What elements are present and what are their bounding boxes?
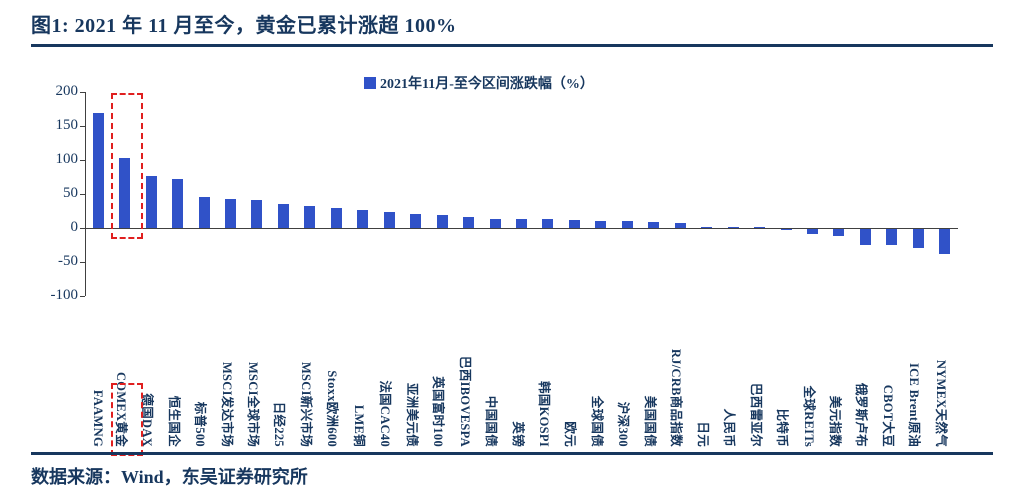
y-tick-mark xyxy=(80,295,85,297)
y-tick-label: -50 xyxy=(58,252,78,269)
y-tick-label: -100 xyxy=(50,286,79,303)
bar xyxy=(912,229,924,248)
x-axis-label-text: 比特币 xyxy=(775,408,790,447)
x-axis-label-text: 全球国债 xyxy=(589,395,604,447)
x-axis-label-text: 美元指数 xyxy=(827,395,842,447)
bar xyxy=(542,219,554,228)
legend-label: 2021年11月-至今区间涨跌幅（%） xyxy=(380,77,594,92)
bar xyxy=(674,223,686,228)
footer-rule xyxy=(31,452,993,455)
x-axis-label-text: 英镑 xyxy=(510,421,525,447)
x-axis-label-text: LME铜 xyxy=(351,404,366,447)
x-axis-label-text: 日元 xyxy=(695,421,710,447)
bar xyxy=(833,229,845,236)
y-tick-label: 100 xyxy=(55,151,79,168)
x-axis-label-text: 欧元 xyxy=(563,421,578,447)
highlight-box-bar xyxy=(110,93,143,239)
x-axis-label-text: CBOT大豆 xyxy=(880,384,895,447)
x-axis-label-text: 日经225 xyxy=(272,401,287,447)
x-axis-label-text: 美国国债 xyxy=(642,395,657,447)
x-axis-label-text: 巴西雷亚尔 xyxy=(748,382,763,447)
bar xyxy=(463,217,475,228)
y-axis-line xyxy=(85,92,86,296)
bar xyxy=(357,209,369,228)
y-tick-mark xyxy=(80,92,85,94)
x-axis-label-text: FAAMNG xyxy=(91,389,106,447)
x-axis-label-text: 沪深300 xyxy=(616,401,631,447)
bar xyxy=(92,112,104,228)
x-axis-label-text: 中国国债 xyxy=(484,395,499,447)
x-axis-label-text: 人民币 xyxy=(722,408,737,447)
y-tick-label: 150 xyxy=(55,117,79,134)
x-axis-label-text: Stoxx欧洲600 xyxy=(325,370,340,447)
x-axis-label-text: 英国富时100 xyxy=(431,376,446,447)
bar xyxy=(727,227,739,228)
bar xyxy=(383,211,395,228)
x-axis-label-text: MSCI全球市场 xyxy=(245,361,260,447)
bar xyxy=(225,198,236,228)
source-note: 数据来源：Wind，东吴证券研究所 xyxy=(31,467,308,487)
bar xyxy=(886,229,898,245)
bar xyxy=(489,218,501,228)
bar xyxy=(859,229,871,245)
bar xyxy=(119,158,131,228)
bar xyxy=(648,221,660,228)
y-tick-mark xyxy=(80,228,85,229)
bar xyxy=(516,219,527,228)
bar xyxy=(595,220,607,228)
figure-title: 图1: 2021 年 11 月至今，黄金已累计涨超 100% xyxy=(31,15,457,37)
bar xyxy=(172,179,184,228)
x-axis-label-text: 巴西IBOVESPA xyxy=(457,356,472,447)
bar xyxy=(701,227,713,228)
bar xyxy=(780,229,792,230)
x-axis-label-text: 标普500 xyxy=(193,401,208,447)
bar xyxy=(277,203,289,228)
y-tick-label: 200 xyxy=(55,83,79,100)
y-tick-mark xyxy=(80,261,85,263)
bar xyxy=(807,229,818,235)
y-tick-mark xyxy=(80,126,85,128)
x-axis-label-text: 恒生国企 xyxy=(166,395,181,447)
bar xyxy=(251,200,263,228)
x-axis-label-text: NYMEX天然气 xyxy=(933,359,948,447)
y-tick-mark xyxy=(80,194,85,196)
title-rule xyxy=(31,44,993,47)
x-axis-label-text: 法国CAC40 xyxy=(378,380,393,447)
legend-swatch xyxy=(364,77,376,89)
bar xyxy=(198,196,210,228)
chart-legend: 2021年11月-至今区间涨跌幅（%） xyxy=(364,73,594,93)
x-axis-label-text: MSCI新兴市场 xyxy=(298,361,313,447)
x-axis-label-text: 全球REITs xyxy=(801,385,816,447)
x-axis-label-text: MSCI发达市场 xyxy=(219,361,234,447)
bar xyxy=(330,208,342,228)
bar xyxy=(754,227,766,228)
x-axis-label-text: 俄罗斯卢布 xyxy=(854,382,869,447)
bar xyxy=(621,221,633,228)
x-axis-label-text: ICE Brent原油 xyxy=(907,363,922,447)
bar xyxy=(410,213,422,228)
bar xyxy=(568,219,580,228)
bar xyxy=(304,206,316,228)
x-axis-baseline xyxy=(85,228,958,229)
bar xyxy=(145,175,157,228)
y-tick-mark xyxy=(80,160,85,162)
x-axis-label-text: 亚洲美元债 xyxy=(404,382,419,447)
y-tick-label: 50 xyxy=(63,185,78,202)
bar xyxy=(939,229,951,255)
bar xyxy=(436,215,448,228)
x-axis-label-text: 韩国KOSPI xyxy=(536,381,551,447)
x-axis-label-text: RJ/CRB商品指数 xyxy=(669,348,684,447)
highlight-box-label xyxy=(110,383,143,456)
y-tick-label: 0 xyxy=(70,219,79,235)
